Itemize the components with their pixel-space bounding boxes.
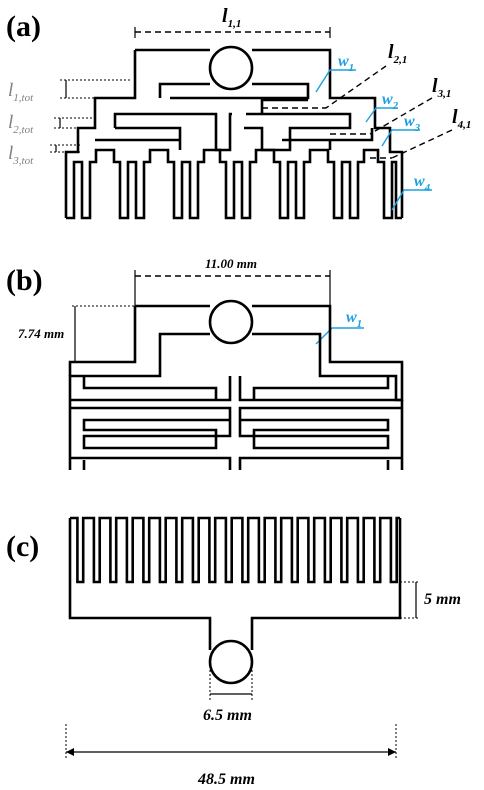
l3tot-label: l3,tot — [8, 143, 34, 167]
w4-leader-a — [391, 189, 432, 211]
finger-center-a — [216, 148, 262, 220]
w1-leader-a — [315, 69, 356, 93]
c-circle-label: 6.5 mm — [203, 707, 252, 724]
comb-outline-c — [68, 518, 402, 650]
serpentine-right-b — [238, 376, 404, 470]
c-height-label: 5 mm — [424, 591, 461, 608]
level3-left-a — [95, 126, 182, 150]
fingers-a — [66, 148, 402, 220]
l21-leader — [325, 65, 387, 109]
level3-right-a — [282, 128, 374, 150]
w2-label-a: w2 — [382, 91, 399, 112]
panel-a: (a) l1,1 l1,tot l2,tot l3,tot — [6, 5, 471, 220]
finger-comb-a — [66, 148, 402, 220]
fingers-c — [70, 516, 400, 584]
manifold-left-edge-b — [68, 306, 137, 376]
w3-label-a: w3 — [404, 113, 421, 134]
w1-leader-b — [315, 327, 364, 345]
l1tot-label: l1,tot — [8, 80, 34, 104]
inlet-circle-a — [208, 45, 254, 91]
outlet-circle-c — [208, 639, 254, 685]
w1-label-a: w1 — [338, 53, 354, 74]
c-total-arrow-right — [388, 748, 396, 756]
w1-label-b: w1 — [346, 309, 362, 330]
l41-leader — [391, 129, 453, 159]
l21-label: l2,1 — [388, 41, 407, 66]
panel-a-label: (a) — [6, 10, 41, 43]
w3-leader-a — [381, 129, 420, 147]
w2-leader-a — [365, 107, 398, 123]
b-height-label: 7.74 mm — [18, 326, 64, 341]
panel-b-label: (b) — [6, 264, 43, 297]
l31-label: l3,1 — [432, 75, 451, 100]
branch-left-a — [113, 112, 232, 152]
panel-c: (c) 5 mm 6.5 mm 48.5 mm — [6, 516, 461, 788]
c-total-label: 48.5 mm — [197, 771, 255, 788]
comb-teeth-c — [70, 516, 400, 584]
panel-c-label: (c) — [6, 530, 39, 563]
w4-label-a: w4 — [414, 173, 431, 194]
l31-leader — [369, 97, 433, 135]
serpentine-left-b — [68, 376, 232, 470]
inner-channel-a — [158, 82, 310, 100]
panel-b: (b) 11.00 mm 7.74 mm w1 — [6, 256, 404, 470]
c-total-arrow-left — [66, 748, 74, 756]
l11-label: l1,1 — [222, 5, 241, 30]
l2tot-label: l2,tot — [8, 112, 34, 136]
b-width-label: 11.00 mm — [205, 256, 257, 271]
l41-label: l4,1 — [452, 106, 471, 131]
inlet-circle-b — [208, 299, 254, 345]
